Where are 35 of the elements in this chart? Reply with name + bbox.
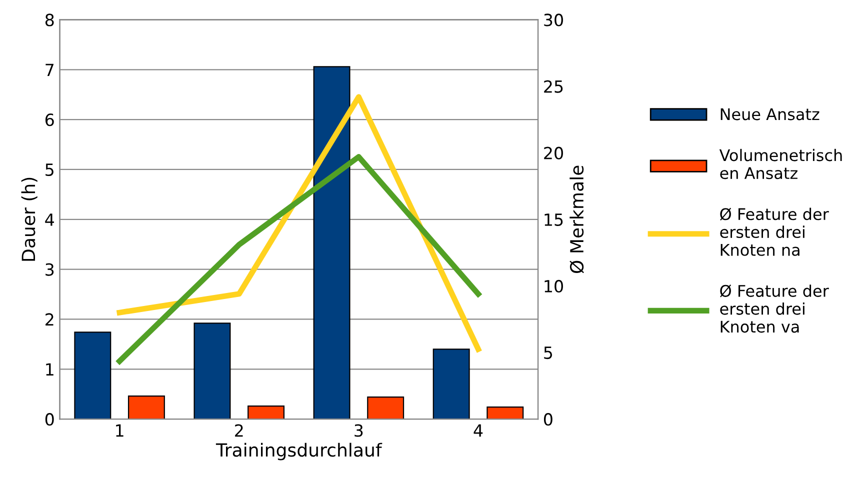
y2-tick-label: 25 <box>544 80 563 93</box>
bar <box>194 322 231 420</box>
y2-axis-title: Ø Merkmale <box>570 166 584 274</box>
legend-label: Volumenetrisch en Ansatz <box>719 148 842 180</box>
y2-tick-label: 0 <box>544 413 552 426</box>
bar <box>367 396 404 420</box>
legend-label: Ø Feature der ersten drei Knoten va <box>720 284 829 333</box>
bar <box>128 396 165 420</box>
y-tick-label: 2 <box>46 313 54 326</box>
x-tick-label: 3 <box>354 424 363 437</box>
bar <box>432 348 470 420</box>
y-tick-label: 5 <box>46 164 54 176</box>
legend-label: Neue Ansatz <box>720 108 820 120</box>
x-tick-label: 4 <box>474 424 483 437</box>
y2-tick-label: 30 <box>544 14 563 26</box>
y2-tick-label: 10 <box>544 280 563 293</box>
y-axis-title: Dauer (h) <box>21 178 38 261</box>
bar <box>313 66 350 420</box>
y-tick-label: 6 <box>45 114 54 126</box>
bar <box>74 332 112 420</box>
legend-label: Ø Feature der ersten drei Knoten na <box>720 208 829 256</box>
y-tick-label: 0 <box>45 413 54 426</box>
bar <box>486 406 524 420</box>
y2-tick-label: 20 <box>544 146 563 160</box>
y-tick-label: 8 <box>45 14 54 26</box>
y-tick-label: 1 <box>46 363 54 376</box>
x-tick-label: 2 <box>235 424 243 437</box>
x-tick-label: 1 <box>116 424 124 437</box>
y-tick-label: 3 <box>46 263 54 276</box>
y-tick-label: 4 <box>45 214 54 226</box>
y-tick-label: 7 <box>46 64 54 76</box>
bar <box>248 406 285 420</box>
y2-tick-label: 15 <box>544 214 563 226</box>
x-axis-title: Trainingsdurchlauf <box>216 442 382 460</box>
y2-tick-label: 5 <box>544 346 552 360</box>
